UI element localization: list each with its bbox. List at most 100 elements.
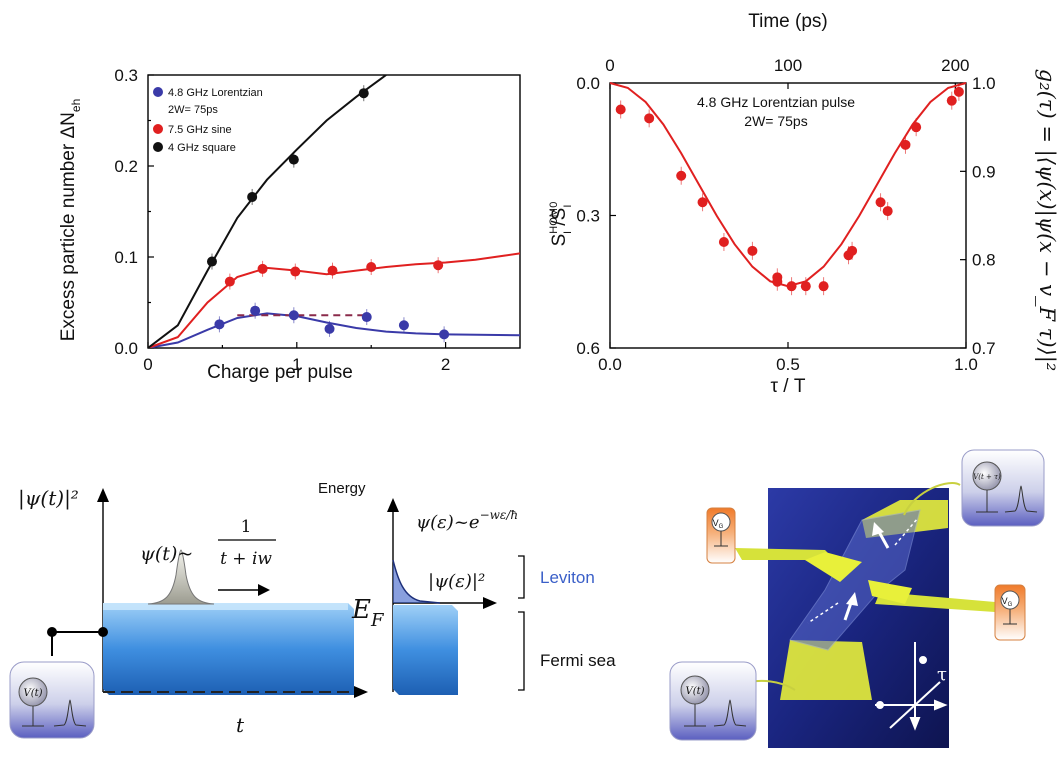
data-point-series-2 bbox=[247, 191, 258, 202]
vt-top-label: V(t + τ) bbox=[973, 473, 1001, 481]
vt-bottom-pulse-icon bbox=[713, 699, 747, 727]
chart1-ylabel: Excess particle number ΔNeh bbox=[58, 99, 83, 342]
vt-bottom-bg bbox=[669, 661, 757, 741]
bs-mirror bbox=[889, 681, 941, 729]
chart2-xtick-label: 0.0 bbox=[598, 355, 622, 374]
chart2-xlabel: τ / T bbox=[771, 376, 806, 397]
data-point-hom bbox=[697, 197, 708, 208]
bs-arrow-right bbox=[934, 699, 948, 711]
chart2-right-label: g₂(τ) = |⟨ψ(x)|ψ(x − v_F τ)⟩|² bbox=[1034, 69, 1059, 371]
chart2-top-label: Time (ps) bbox=[748, 11, 828, 32]
fit-line-series-2 bbox=[148, 75, 387, 348]
chart2-xtick-label: 0.5 bbox=[776, 355, 800, 374]
fermi-sea-bracket bbox=[518, 611, 525, 691]
edge-arrow-dotted-2 bbox=[807, 602, 839, 624]
data-point-hom bbox=[911, 122, 922, 133]
data-point-hom bbox=[772, 276, 783, 287]
legend-label-width: 2W= 75ps bbox=[168, 104, 218, 116]
chart1-ylabel-main: Excess particle number ΔN bbox=[58, 112, 79, 341]
vt-bottom-label: V(t) bbox=[685, 686, 704, 697]
chart2-right-tick-label: 0.9 bbox=[972, 162, 996, 181]
bs-arrow-down bbox=[909, 717, 921, 731]
vg-right-label: VG bbox=[1002, 596, 1013, 608]
gate-voltage-box-right: VG bbox=[994, 584, 1026, 641]
source-pulse-icon bbox=[53, 699, 87, 727]
voltage-source-box-top: V(t + τ) bbox=[961, 449, 1045, 527]
energy-label: Energy bbox=[318, 480, 366, 497]
psi-e-label: |ψ(ε)|² bbox=[428, 571, 485, 592]
bs-dot-top bbox=[919, 656, 927, 664]
data-point-hom bbox=[718, 237, 729, 247]
chart1-ytick-label: 0.1 bbox=[114, 248, 138, 267]
data-point-hom bbox=[882, 206, 893, 217]
legend-marker-sine bbox=[153, 124, 163, 134]
device-illustration: τ VG VG V(t + τ) bbox=[669, 449, 1045, 748]
chart1-legend: 4.8 GHz Lorentzian 2W= 75ps 7.5 GHz sine… bbox=[153, 87, 263, 154]
fermi-sea-top bbox=[103, 603, 348, 610]
source-label: V(t) bbox=[23, 688, 42, 699]
qpc-gate-right bbox=[868, 580, 912, 604]
time-axis-label: t bbox=[236, 713, 245, 737]
data-point-series-0 bbox=[214, 319, 225, 330]
data-point-hom bbox=[818, 281, 829, 292]
chart1-ytick-label: 0.0 bbox=[114, 339, 138, 358]
chart2-top-tick-label: 200 bbox=[941, 56, 969, 75]
chart2-right-tick-label: 0.8 bbox=[972, 251, 996, 270]
data-point-series-2 bbox=[206, 256, 217, 267]
data-point-series-1 bbox=[366, 262, 377, 273]
chart2-right-tick-label: 1.0 bbox=[972, 74, 996, 93]
wire-top bbox=[903, 482, 961, 516]
data-point-hom bbox=[800, 281, 811, 292]
gate-voltage-box-left: VG bbox=[706, 507, 736, 564]
voltage-source-box-left: V(t) bbox=[9, 661, 95, 739]
data-point-hom bbox=[953, 86, 964, 97]
vt-top-bg bbox=[961, 449, 1045, 527]
data-point-series-0 bbox=[288, 310, 299, 321]
data-point-series-1 bbox=[290, 266, 301, 277]
propagation-arrow-head bbox=[258, 584, 270, 596]
data-point-series-0 bbox=[250, 305, 261, 316]
fermi-level-label: EF bbox=[351, 595, 385, 631]
data-point-series-0 bbox=[398, 320, 409, 331]
chart2-xtick-label: 1.0 bbox=[954, 355, 978, 374]
edge-arrow-1-head bbox=[872, 522, 884, 536]
chart2-ytick-label: 0.6 bbox=[576, 339, 600, 358]
data-point-series-0 bbox=[439, 329, 450, 340]
data-point-hom bbox=[786, 281, 797, 292]
leviton-energy-curve bbox=[392, 559, 441, 604]
data-point-hom bbox=[875, 197, 886, 208]
chart2-ytick-label: 0.0 bbox=[576, 74, 600, 93]
energy-axis-arrow bbox=[387, 498, 399, 512]
chart1-xtick-label: 2 bbox=[441, 355, 450, 374]
chart1-ytick-label: 0.3 bbox=[114, 66, 138, 85]
chart-excess-particles: 0 1 2 0.0 0.1 0.2 0.3 4.8 GHz Lorentzian 2W= 7… bbox=[58, 66, 521, 383]
formula-denominator: t + iw bbox=[220, 549, 272, 569]
time-axis-arrow bbox=[354, 686, 368, 698]
vg-left-label: VG bbox=[713, 518, 724, 530]
data-point-hom bbox=[615, 104, 626, 115]
chart2-top-tick-label: 0 bbox=[605, 56, 614, 75]
psi-e-axis-arrow bbox=[483, 597, 497, 609]
data-point-series-1 bbox=[257, 263, 268, 274]
fermi-sea-label: Fermi sea bbox=[540, 651, 616, 670]
data-point-series-0 bbox=[324, 323, 335, 334]
leviton-bracket bbox=[518, 555, 525, 599]
leviton-label: Leviton bbox=[540, 568, 595, 587]
data-point-series-1 bbox=[224, 276, 235, 287]
chart2-annotation-line1: 4.8 GHz Lorentzian pulse bbox=[697, 94, 855, 110]
legend-label-sine: 7.5 GHz sine bbox=[168, 124, 232, 136]
data-point-series-1 bbox=[327, 265, 338, 276]
voltage-source-box-bottom: V(t) bbox=[669, 661, 757, 741]
chart2-ytick-label: 0.3 bbox=[576, 207, 600, 226]
legend-marker-square bbox=[153, 142, 163, 152]
edge-arrow-2-head bbox=[846, 592, 858, 606]
formula-numerator: 1 bbox=[241, 517, 252, 537]
gate-contact-left bbox=[735, 548, 835, 560]
data-point-hom bbox=[644, 113, 655, 124]
leviton-peak bbox=[147, 549, 215, 605]
bs-dot-left bbox=[876, 701, 884, 709]
source-node-left bbox=[47, 627, 57, 637]
legend-label-square: 4 GHz square bbox=[168, 142, 236, 154]
chart1-xtick-label: 1 bbox=[292, 355, 301, 374]
chart1-ytick-label: 0.2 bbox=[114, 157, 138, 176]
